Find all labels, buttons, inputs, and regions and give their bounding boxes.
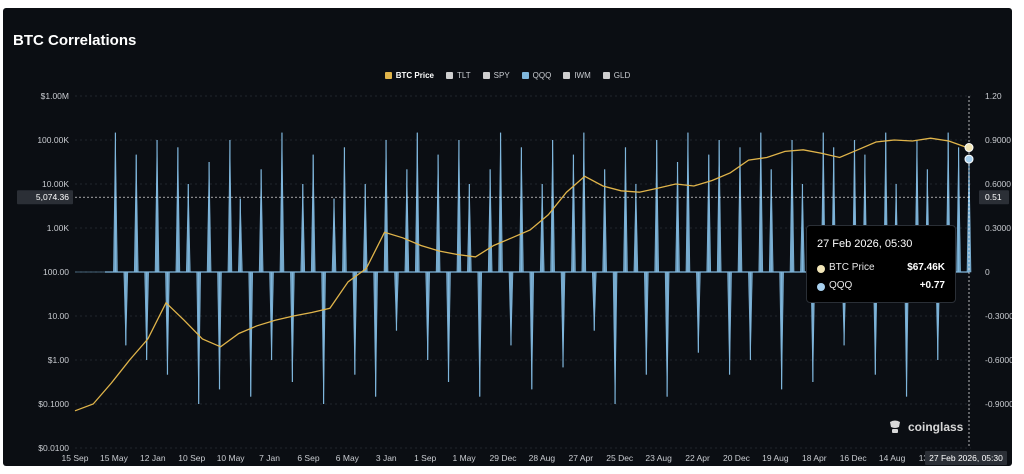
x-tick-label: 1 Sep [414, 453, 436, 463]
y-right-tick-label: -0.3000 [985, 311, 1012, 321]
x-tick-label: 27 Apr [569, 453, 594, 463]
tooltip-row-qqq: QQQ +0.77 [817, 280, 945, 294]
tooltip-btc-dot [817, 265, 825, 273]
y-right-tick-label: 1.20 [985, 91, 1002, 101]
tooltip-qqq-value: +0.77 [919, 280, 945, 291]
qqq-hover-marker [964, 154, 974, 164]
legend-label: QQQ [532, 71, 552, 80]
legend-swatch [521, 72, 529, 79]
legend-label: IWM [574, 71, 591, 80]
x-tick-label: 3 Jan [376, 453, 397, 463]
crosshair-right-box [979, 190, 1009, 205]
x-tick-label: 29 Dec [490, 453, 518, 463]
btc-hover-marker [964, 143, 974, 153]
x-tick-label: 12 Jan [140, 453, 166, 463]
brand-watermark: coinglass [887, 420, 963, 434]
y-left-tick-label: 10.00K [42, 179, 69, 189]
legend-label: GLD [613, 71, 631, 80]
crosshair-x-box [925, 451, 1007, 465]
legend-item-iwm[interactable]: IWM [563, 71, 591, 80]
y-left-tick-label: 100.00 [43, 267, 69, 277]
y-left-tick-label: 100.00K [37, 135, 69, 145]
legend-item-qqq[interactable]: QQQ [521, 71, 552, 80]
chart-title: BTC Correlations [13, 32, 137, 49]
legend-item-spy[interactable]: SPY [482, 71, 510, 80]
legend: BTC Price TLT SPY QQQ IWM GLD [3, 71, 1012, 80]
x-tick-label: 20 Dec [723, 453, 751, 463]
legend-swatch [602, 72, 610, 79]
y-right-tick-label: -0.6000 [985, 355, 1012, 365]
chart-svg[interactable]: $1.00M 100.00K 10.00K 1.00K 100.00 10.00 $1.00… [3, 8, 1012, 466]
tooltip-time: 27 Feb 2026, 05:30 [817, 238, 913, 250]
x-tick-label: 6 May [336, 453, 360, 463]
tooltip-qqq-label: QQQ [829, 280, 853, 291]
x-tick-label: 10 May [217, 453, 246, 463]
tooltip-btc-label: BTC Price [829, 262, 875, 273]
legend-item-tlt[interactable]: TLT [446, 71, 471, 80]
x-tick-label: 16 Dec [840, 453, 868, 463]
crosshair-left-label: 5,074.36 [36, 192, 69, 202]
legend-item-gld[interactable]: GLD [602, 71, 631, 80]
btc-price-line [74, 137, 968, 412]
coinglass-logo-icon [890, 420, 900, 433]
x-tick-label: 15 May [100, 453, 129, 463]
y-left-tick-label: 1.00K [47, 223, 70, 233]
x-tick-label: 19 Aug [762, 453, 789, 463]
x-tick-label: 10 Sep [178, 453, 205, 463]
crosshair-right-label: 0.51 [985, 192, 1002, 202]
crosshair-x-label: 27 Feb 2026, 05:30 [929, 453, 1003, 463]
tooltip-qqq-dot [817, 283, 825, 291]
y-right-tick-label: 0 [985, 267, 990, 277]
legend-label: BTC Price [395, 71, 434, 80]
tooltip: 27 Feb 2026, 05:30 BTC Price $67.46K QQQ… [806, 225, 956, 303]
legend-label: TLT [457, 71, 471, 80]
y-left-tick-label: $1.00M [41, 91, 69, 101]
x-tick-label: 18 Apr [802, 453, 827, 463]
legend-swatch [482, 72, 490, 79]
x-tick-label: 22 Apr [685, 453, 710, 463]
x-tick-label: 15 Sep [62, 453, 89, 463]
legend-swatch [563, 72, 571, 79]
x-tick-label: 7 Jan [259, 453, 280, 463]
x-tick-label: 1 May [453, 453, 477, 463]
x-tick-label: 23 Aug [645, 453, 672, 463]
y-right-tick-label: 0.3000 [985, 223, 1011, 233]
y-left-tick-label: $0.0100 [38, 443, 69, 453]
legend-swatch [446, 72, 453, 79]
x-tick-label: 6 Sep [297, 453, 319, 463]
brand-name: coinglass [908, 420, 964, 434]
tooltip-row-btc: BTC Price $67.46K [817, 262, 945, 276]
legend-label: SPY [493, 71, 510, 80]
legend-swatch [384, 72, 392, 79]
x-tick-label: 25 Dec [606, 453, 634, 463]
y-right-tick-label: 0.6000 [985, 179, 1011, 189]
y-right-tick-label: 0.9000 [985, 135, 1011, 145]
legend-item-btc-price[interactable]: BTC Price [384, 71, 434, 80]
y-left-tick-label: 10.00 [48, 311, 70, 321]
chart-panel: BTC Correlations BTC Price TLT SPY QQQ IWM GL… [3, 8, 1012, 466]
tooltip-btc-value: $67.46K [907, 262, 945, 273]
x-tick-label: 28 Aug [529, 453, 556, 463]
y-left-tick-label: $0.1000 [38, 399, 69, 409]
zero-baseline [105, 271, 969, 273]
crosshair-left-box [17, 190, 73, 205]
y-left-tick-label: $1.00 [48, 355, 70, 365]
x-tick-label: 14 Aug [879, 453, 906, 463]
y-right-tick-label: -0.9000 [985, 399, 1012, 409]
